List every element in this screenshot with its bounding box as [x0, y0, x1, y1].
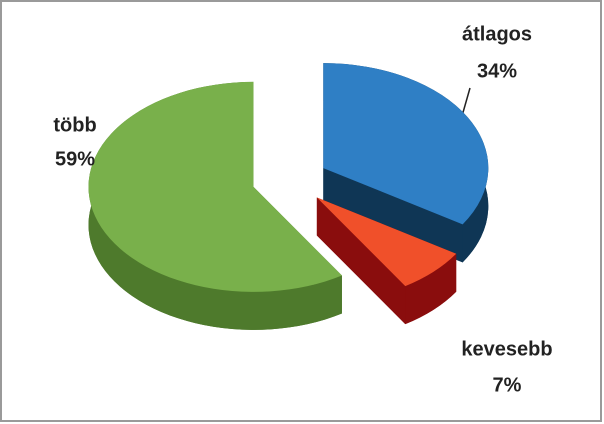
- value-label: 59%: [55, 148, 95, 170]
- slice-wall: [316, 197, 406, 325]
- slice-wall: [323, 168, 463, 263]
- slice-wall: [88, 81, 342, 330]
- leader-line: [461, 87, 471, 117]
- value-label: 34%: [477, 60, 517, 82]
- slice-label: több: [53, 114, 96, 136]
- slice-wall: [405, 253, 457, 325]
- slice-label: kevesebb: [461, 338, 552, 360]
- value-label: 7%: [493, 374, 522, 396]
- slice: [316, 197, 457, 287]
- slice-label: átlagos: [462, 23, 532, 45]
- slice: [88, 81, 342, 292]
- slice: [323, 63, 489, 225]
